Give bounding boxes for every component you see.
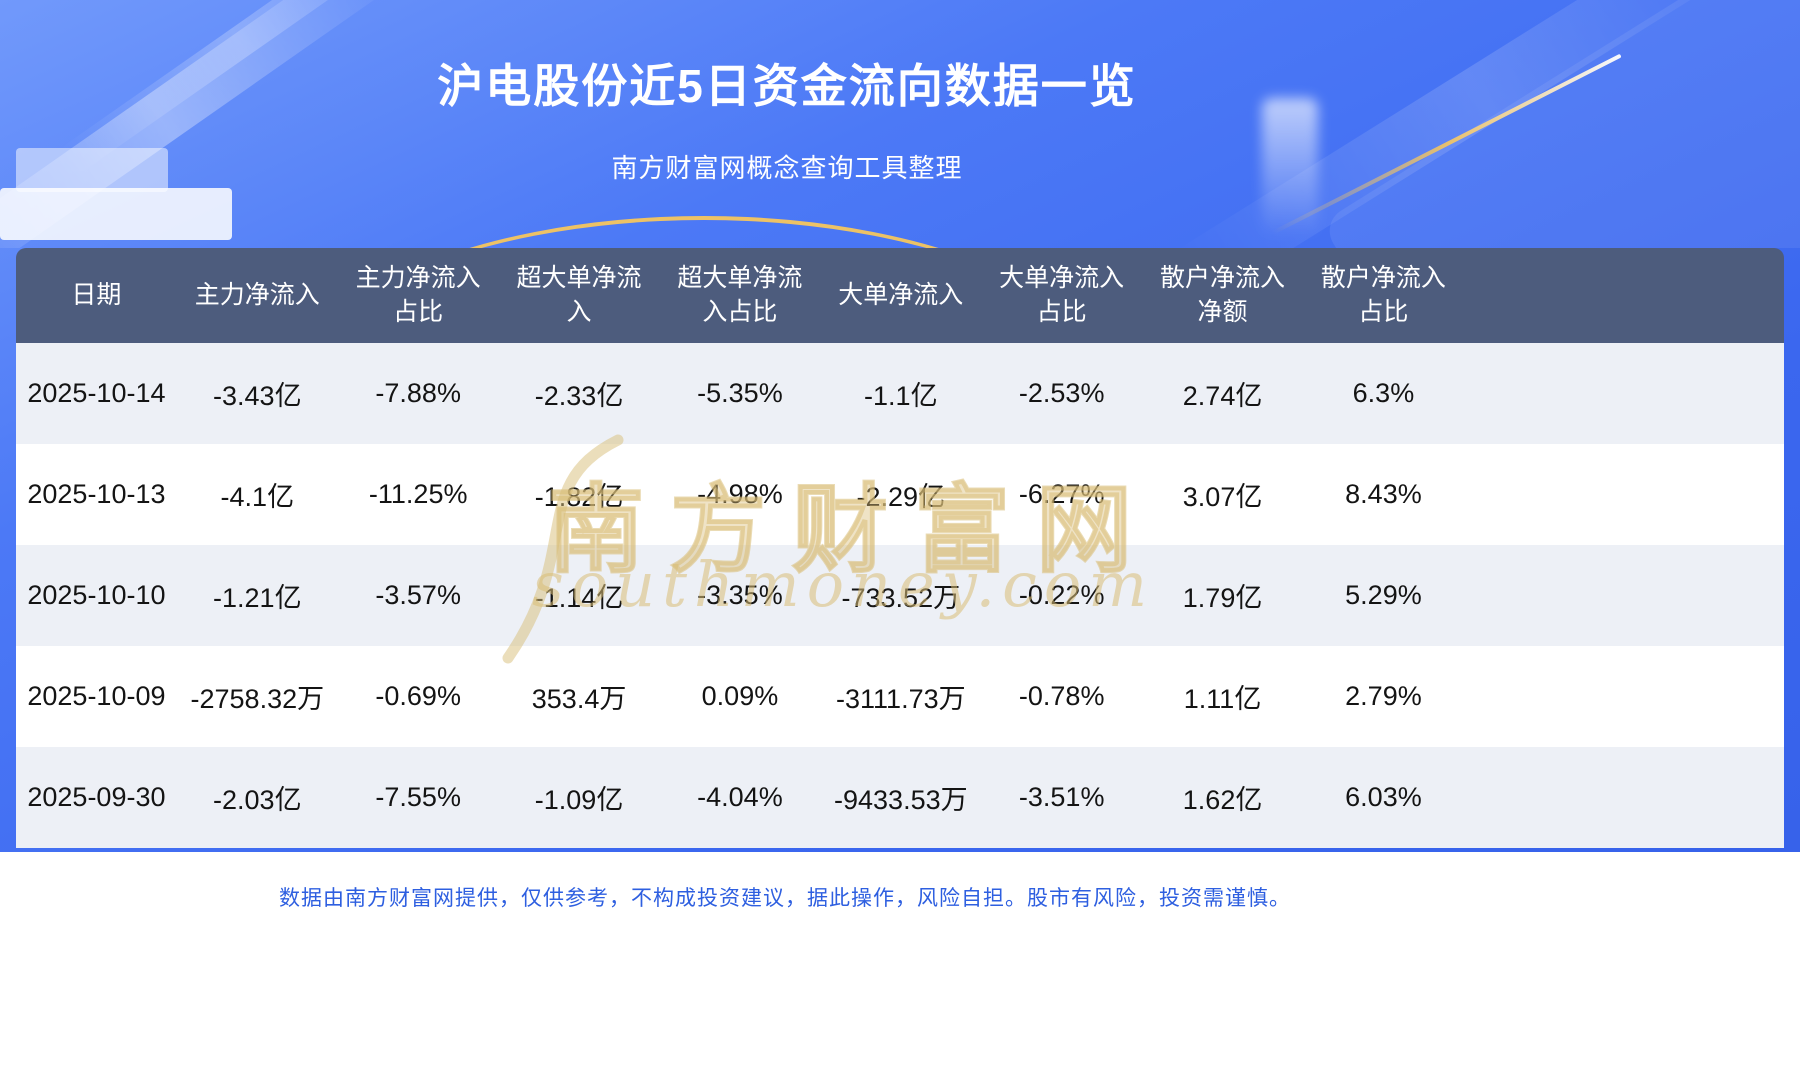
- table-row: 2025-10-13 -4.1亿 -11.25% -1.82亿 -4.98% -…: [16, 444, 1784, 545]
- page-title: 沪电股份近5日资金流向数据一览: [437, 60, 1137, 112]
- cell-value: 1.11亿: [1142, 646, 1303, 747]
- column-header-xl-order-net-inflow: 超大单净流 入: [498, 248, 660, 343]
- column-header-main-net-inflow: 主力净流入: [176, 248, 338, 343]
- column-header-large-order-net-inflow-ratio: 大单净流入 占比: [981, 248, 1143, 343]
- cell-value: 6.03%: [1303, 747, 1464, 848]
- cell-value: -1.14亿: [498, 545, 660, 646]
- cell-value: -1.09亿: [498, 747, 660, 848]
- cell-value: -2.53%: [981, 343, 1143, 444]
- column-header-filler: [1463, 248, 1784, 343]
- building-illustration: [16, 148, 168, 192]
- column-header-retail-net-inflow: 散户净流入 净额: [1142, 248, 1303, 343]
- column-header-main-net-inflow-ratio: 主力净流入 占比: [337, 248, 499, 343]
- cell-value: 353.4万: [498, 646, 660, 747]
- cell-value: 2.79%: [1303, 646, 1464, 747]
- column-header-date: 日期: [16, 248, 177, 343]
- cell-date: 2025-10-13: [16, 444, 177, 545]
- cell-filler: [1463, 343, 1784, 444]
- cell-filler: [1463, 646, 1784, 747]
- cell-value: -0.22%: [981, 545, 1143, 646]
- cell-value: -0.69%: [337, 646, 499, 747]
- cell-value: -733.52万: [820, 545, 982, 646]
- gold-arc-decoration: [262, 216, 1146, 248]
- cell-value: -3.35%: [659, 545, 821, 646]
- cell-filler: [1463, 747, 1784, 848]
- cell-value: -2.33亿: [498, 343, 660, 444]
- cell-value: 1.62亿: [1142, 747, 1303, 848]
- hero-banner: 沪电股份近5日资金流向数据一览 南方财富网概念查询工具整理: [0, 0, 1800, 248]
- cell-value: 0.09%: [659, 646, 821, 747]
- table-row: 2025-10-09 -2758.32万 -0.69% 353.4万 0.09%…: [16, 646, 1784, 747]
- cell-filler: [1463, 444, 1784, 545]
- cell-value: -5.35%: [659, 343, 821, 444]
- cell-date: 2025-10-09: [16, 646, 177, 747]
- cell-value: 8.43%: [1303, 444, 1464, 545]
- cell-value: -2.29亿: [820, 444, 982, 545]
- cell-value: 2.74亿: [1142, 343, 1303, 444]
- cell-value: -11.25%: [337, 444, 499, 545]
- disclaimer-text: 数据由南方财富网提供，仅供参考，不构成投资建议，据此操作，风险自担。股市有风险，…: [279, 887, 1291, 910]
- cell-value: -7.55%: [337, 747, 499, 848]
- fund-flow-table: 日期 主力净流入 主力净流入 占比 超大单净流 入 超大单净流 入占比 大单净流…: [16, 248, 1784, 848]
- cell-value: -9433.53万: [820, 747, 982, 848]
- table-row: 2025-09-30 -2.03亿 -7.55% -1.09亿 -4.04% -…: [16, 747, 1784, 848]
- cell-value: 3.07亿: [1142, 444, 1303, 545]
- column-header-retail-net-inflow-ratio: 散户净流入 占比: [1303, 248, 1464, 343]
- cell-value: -3.57%: [337, 545, 499, 646]
- cell-value: -4.98%: [659, 444, 821, 545]
- cell-date: 2025-10-10: [16, 545, 177, 646]
- column-header-large-order-net-inflow: 大单净流入: [820, 248, 982, 343]
- cell-value: -3.43亿: [176, 343, 338, 444]
- page-subtitle: 南方财富网概念查询工具整理: [611, 153, 963, 183]
- table-row: 2025-10-10 -1.21亿 -3.57% -1.14亿 -3.35% -…: [16, 545, 1784, 646]
- cell-value: -3111.73万: [820, 646, 982, 747]
- building-illustration: [0, 188, 232, 240]
- cell-value: -2.03亿: [176, 747, 338, 848]
- footer: 数据由南方财富网提供，仅供参考，不构成投资建议，据此操作，风险自担。股市有风险，…: [0, 852, 1800, 1068]
- cell-value: -4.04%: [659, 747, 821, 848]
- column-header-xl-order-net-inflow-ratio: 超大单净流 入占比: [659, 248, 821, 343]
- cell-value: -0.78%: [981, 646, 1143, 747]
- cell-value: -1.21亿: [176, 545, 338, 646]
- cell-value: -3.51%: [981, 747, 1143, 848]
- cell-value: -4.1亿: [176, 444, 338, 545]
- cell-value: 6.3%: [1303, 343, 1464, 444]
- cell-value: -2758.32万: [176, 646, 338, 747]
- cell-value: 5.29%: [1303, 545, 1464, 646]
- table-header-row: 日期 主力净流入 主力净流入 占比 超大单净流 入 超大单净流 入占比 大单净流…: [16, 248, 1784, 343]
- cell-value: -6.27%: [981, 444, 1143, 545]
- cell-filler: [1463, 545, 1784, 646]
- cell-value: -1.82亿: [498, 444, 660, 545]
- table-row: 2025-10-14 -3.43亿 -7.88% -2.33亿 -5.35% -…: [16, 343, 1784, 444]
- cell-value: -7.88%: [337, 343, 499, 444]
- cell-date: 2025-10-14: [16, 343, 177, 444]
- cell-value: 1.79亿: [1142, 545, 1303, 646]
- cell-value: -1.1亿: [820, 343, 982, 444]
- cell-date: 2025-09-30: [16, 747, 177, 848]
